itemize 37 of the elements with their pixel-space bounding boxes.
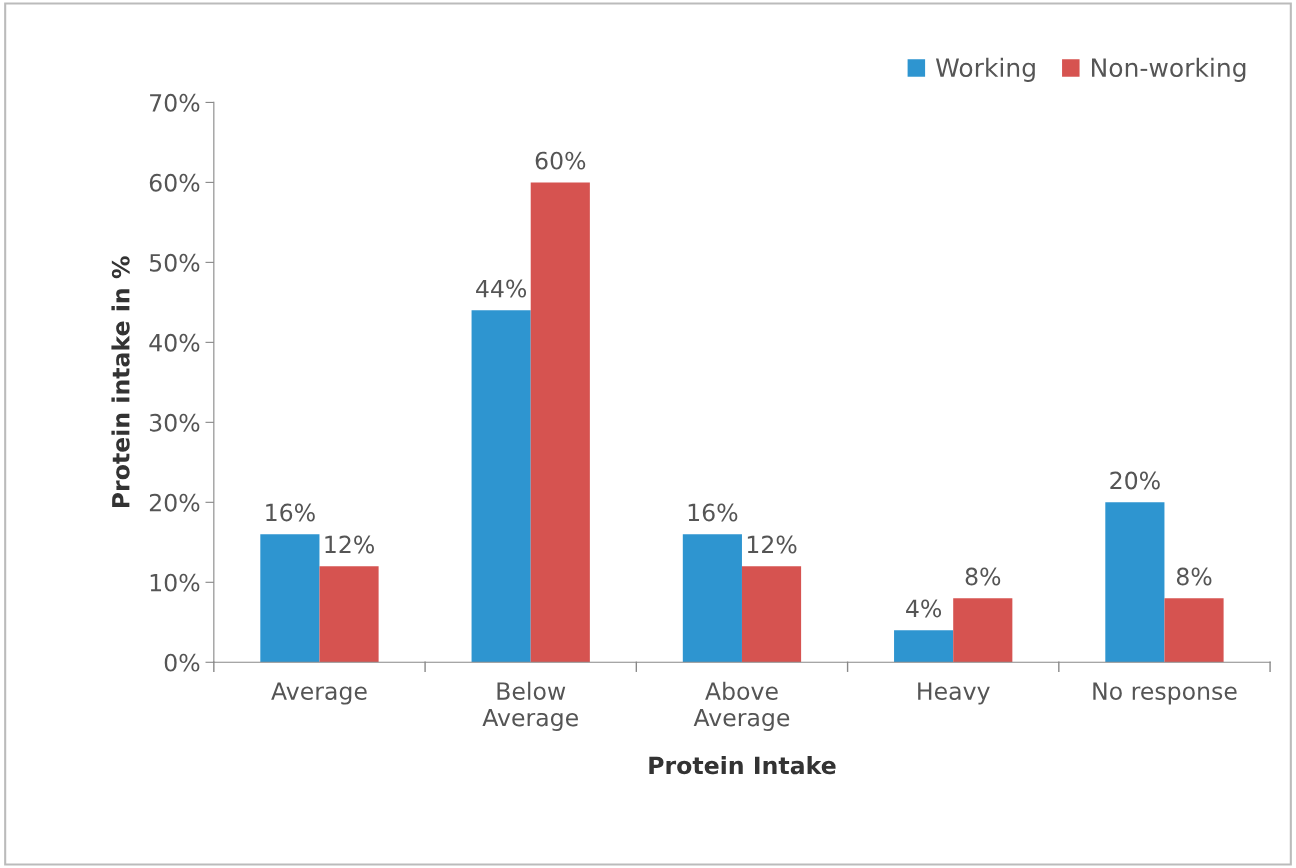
y-axis-title: Protein intake in %	[111, 256, 130, 508]
x-tick-label: Above Average	[693, 681, 790, 732]
bar	[530, 182, 590, 663]
data-label: 20%	[1110, 471, 1160, 490]
bar	[1164, 598, 1224, 663]
bar	[319, 566, 379, 663]
data-label: 8%	[965, 567, 1001, 586]
bar	[741, 566, 802, 663]
data-label: 60%	[535, 151, 586, 170]
legend-label: Working	[935, 57, 1035, 82]
data-label: 16%	[688, 503, 738, 522]
x-tick-label: No response	[1093, 682, 1237, 705]
data-label: 4%	[906, 599, 942, 618]
y-tick-label: 40%	[149, 333, 200, 352]
x-axis-title: Protein Intake	[649, 756, 836, 775]
x-tick-label: Average	[271, 682, 367, 705]
data-label: 16%	[266, 503, 315, 522]
bar	[260, 534, 320, 663]
bar	[471, 310, 531, 663]
y-tick-label: 0%	[164, 653, 200, 672]
data-label: 12%	[747, 535, 797, 554]
bar	[1105, 502, 1165, 663]
y-tick-label: 60%	[149, 173, 200, 192]
data-label: 44%	[476, 279, 527, 298]
data-label: 8%	[1176, 567, 1212, 586]
y-tick-label: 50%	[149, 253, 200, 272]
y-tick-label: 70%	[150, 93, 200, 112]
bar	[953, 598, 1013, 663]
y-tick-label: 20%	[149, 493, 200, 512]
x-tick-label: Below Average	[482, 681, 578, 732]
y-tick-label: 10%	[150, 573, 200, 592]
bar	[894, 630, 954, 663]
y-tick-label: 30%	[149, 413, 200, 432]
legend-label: Non-working	[1092, 57, 1246, 82]
bar	[682, 534, 742, 663]
x-tick-label: Heavy	[918, 682, 990, 705]
data-label: 12%	[325, 535, 374, 554]
